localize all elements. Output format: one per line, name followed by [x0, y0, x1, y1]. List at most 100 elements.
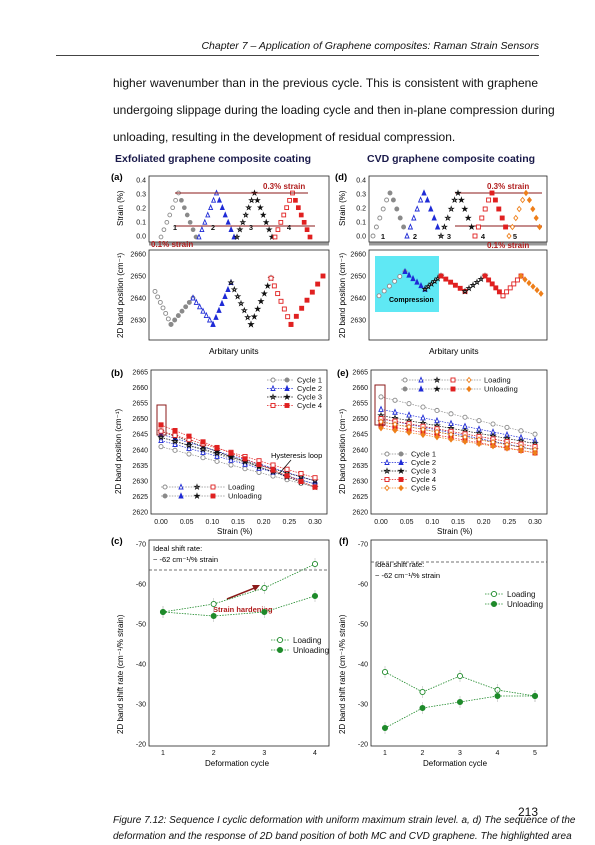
y-tick-label: 2625 — [352, 494, 368, 501]
legend-marker — [270, 403, 276, 408]
legend-marker — [433, 376, 441, 384]
data-marker — [311, 592, 319, 600]
x-tick-label: 0.25 — [503, 519, 517, 526]
panel-label-a: (a) — [111, 172, 123, 183]
strain-marker — [275, 227, 281, 233]
data-marker — [406, 411, 412, 418]
panel-label-f: (f) — [339, 536, 349, 547]
band-marker — [179, 308, 185, 314]
band-marker — [172, 317, 178, 323]
band-marker — [285, 314, 291, 320]
strain-marker — [526, 196, 532, 204]
legend-marker — [193, 492, 201, 500]
strain-marker — [431, 214, 437, 221]
strain-axis-label-a: Strain (%) — [116, 190, 125, 226]
legend-marker — [269, 393, 277, 401]
data-marker — [298, 470, 304, 477]
legend-marker — [210, 493, 216, 499]
legend-marker — [178, 492, 184, 499]
legend-marker — [398, 451, 404, 457]
data-marker — [242, 466, 248, 472]
legend-marker — [384, 484, 390, 492]
strain-marker — [492, 197, 498, 203]
band-marker — [406, 271, 412, 278]
data-marker — [214, 458, 220, 464]
band-marker — [477, 275, 485, 282]
rate-axis-label-c: 2D band shift rate (cm⁻¹/% strain) — [116, 614, 125, 734]
strain-marker — [265, 226, 273, 233]
strain-marker — [384, 197, 390, 203]
band-marker — [219, 299, 225, 306]
series-line — [380, 424, 536, 454]
strain-marker — [475, 224, 481, 230]
band-marker — [315, 281, 321, 287]
strain-marker — [421, 189, 427, 196]
x-tick-label: 3 — [262, 750, 266, 757]
band-marker — [309, 289, 315, 295]
band-marker — [465, 284, 473, 292]
band-marker — [410, 274, 416, 282]
panel-a-strain-frame — [148, 175, 330, 243]
legend-label: Cycle 1 — [297, 376, 322, 385]
data-marker — [378, 424, 384, 432]
band-marker — [275, 291, 281, 297]
data-marker — [200, 448, 206, 455]
strain-tick-labels-b: 0.00 0.05 0.10 0.15 0.20 0.25 0.30 — [154, 519, 322, 526]
band-marker — [288, 321, 294, 327]
legend-marker — [270, 384, 276, 391]
band-marker — [257, 297, 265, 305]
band-marker — [227, 278, 235, 286]
strain-marker — [380, 206, 386, 212]
strain-marker — [537, 223, 543, 231]
band-marker — [500, 293, 506, 299]
data-marker — [158, 444, 164, 450]
band-marker — [183, 304, 189, 310]
strain-marker — [424, 196, 431, 203]
cycle-number: 3 — [447, 232, 451, 241]
cycle-tick-labels-f: 1 2 3 4 5 — [383, 750, 537, 757]
x-tick-label: 0.30 — [528, 519, 542, 526]
data-marker — [378, 418, 384, 426]
data-marker — [270, 467, 276, 473]
y-tick-label: -20 — [358, 742, 368, 749]
panel-label-c: (c) — [111, 536, 123, 547]
caption-line: Figure 7.12: Sequence I cyclic deformati… — [113, 815, 576, 826]
band-marker — [293, 313, 299, 319]
band-response-a — [152, 273, 326, 328]
y-tick-label: 0.4 — [356, 178, 366, 185]
band-marker — [168, 321, 174, 327]
data-marker — [392, 421, 398, 428]
band-marker — [514, 277, 520, 283]
strain-hardening-label: Strain hardening — [213, 605, 273, 614]
y-tick-label: 2620 — [352, 510, 368, 517]
strain-marker — [181, 205, 187, 211]
strain-marker — [256, 204, 264, 211]
data-marker — [420, 431, 426, 439]
legend-label: Cycle 3 — [297, 393, 322, 402]
hysteresis-arrow — [278, 459, 292, 475]
band-marker — [206, 316, 213, 323]
band-marker — [230, 285, 238, 293]
data-marker — [406, 429, 412, 436]
y-tick-label: -20 — [136, 742, 146, 749]
band-marker — [175, 313, 181, 319]
data-marker — [159, 608, 167, 616]
legend-marker — [466, 376, 472, 384]
strain-marker — [164, 219, 170, 225]
strain-marker — [454, 189, 462, 197]
data-marker — [158, 436, 164, 443]
strain-marker — [461, 205, 469, 213]
x-tick-label: 0.25 — [283, 519, 297, 526]
strain-marker — [272, 234, 278, 240]
strain-marker — [202, 218, 208, 225]
band-tick-labels-a: 2660 2650 2640 2630 — [130, 252, 146, 325]
data-marker — [172, 432, 178, 438]
strain-marker — [496, 206, 502, 212]
y-tick-label: 2640 — [130, 296, 146, 303]
x-tick-label: 0.15 — [231, 519, 245, 526]
series-line — [380, 418, 536, 448]
strain-marker — [167, 212, 173, 218]
y-tick-label: 0.3 — [136, 192, 146, 199]
data-marker — [186, 433, 192, 439]
